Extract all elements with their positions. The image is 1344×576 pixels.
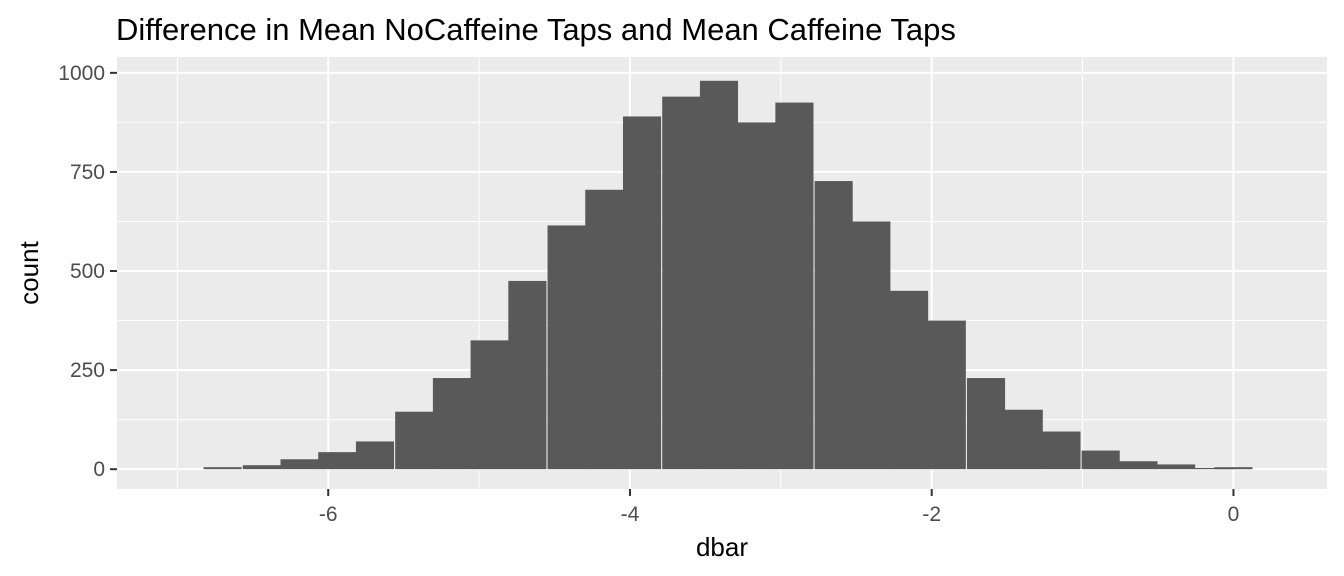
histogram-bar	[585, 189, 624, 470]
histogram-bar	[1004, 409, 1043, 470]
histogram-bar	[470, 340, 509, 470]
histogram-bar	[1194, 467, 1233, 470]
histogram-bar	[775, 102, 814, 470]
histogram-bar	[242, 465, 281, 470]
histogram-bar	[622, 116, 662, 470]
histogram-bar	[508, 280, 547, 470]
histogram-bar	[203, 467, 242, 470]
histogram-bar	[1157, 464, 1196, 470]
histogram-bar	[1081, 450, 1120, 470]
histogram-bar	[737, 122, 776, 470]
histogram-bars	[203, 80, 1253, 470]
y-tick-label: 250	[70, 359, 105, 382]
histogram-bar	[927, 320, 966, 470]
histogram-bar	[355, 441, 395, 470]
y-tick-label: 1000	[58, 62, 105, 85]
x-axis: -6 -4 -2 0	[319, 489, 1239, 526]
histogram-bar	[662, 96, 701, 470]
x-tick-label: -6	[319, 503, 338, 526]
y-tick-label: 500	[70, 260, 105, 283]
histogram-bar	[547, 225, 586, 470]
y-tick-label: 0	[93, 458, 105, 481]
x-tick-label: -2	[922, 503, 941, 526]
histogram-bar	[966, 378, 1006, 470]
histogram-bar	[1119, 461, 1158, 470]
y-tick-label: 750	[70, 161, 105, 184]
y-axis-title: count	[14, 240, 44, 304]
histogram-bar	[280, 459, 319, 470]
histogram-bar	[318, 452, 357, 470]
x-tick-label: -4	[621, 503, 640, 526]
x-axis-title: dbar	[696, 532, 748, 562]
histogram-bar	[432, 378, 471, 470]
histogram-bar	[395, 411, 434, 470]
histogram-bar	[814, 181, 853, 470]
histogram-bar	[699, 80, 739, 470]
histogram-bar	[1042, 431, 1081, 470]
x-tick-label: 0	[1228, 503, 1240, 526]
histogram-bar	[852, 221, 891, 470]
y-axis: 0 250 500 750 1000	[58, 62, 117, 481]
histogram-bar	[1214, 467, 1253, 470]
chart-title: Difference in Mean NoCaffeine Taps and M…	[116, 12, 956, 47]
histogram-bar	[890, 290, 929, 470]
